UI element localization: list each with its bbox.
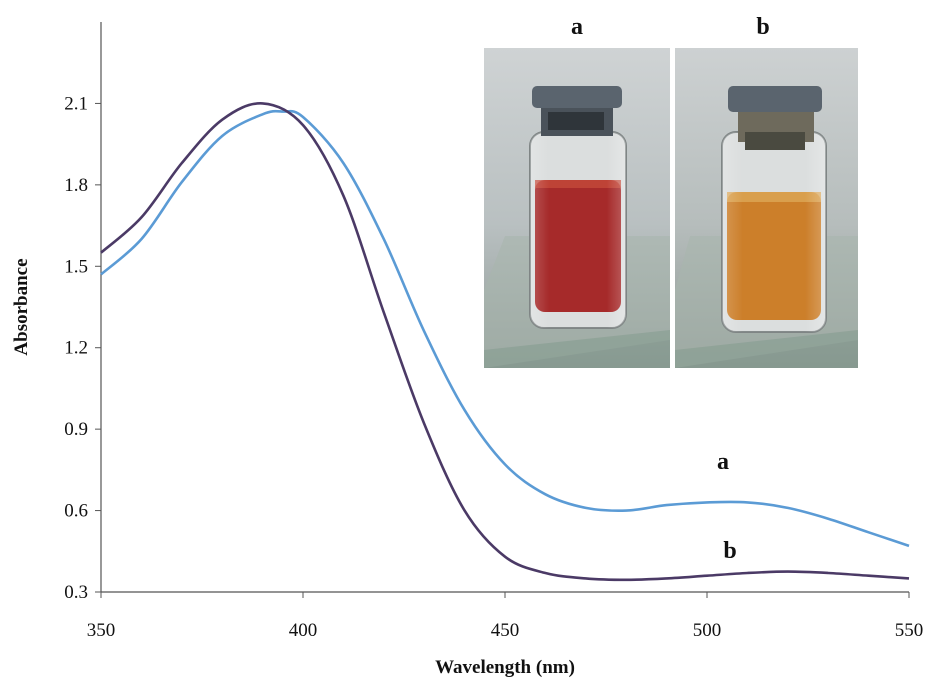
y-tick-label: 1.8 <box>64 175 88 196</box>
series-lines <box>100 102 910 582</box>
y-axis-title: Absorbance <box>11 258 32 355</box>
inset-vial-photos: a b <box>484 14 858 368</box>
y-ticks: 0.3 0.6 0.9 1.2 1.5 1.8 2.1 <box>64 93 101 603</box>
series-label-a: a <box>717 449 729 475</box>
vial-photo-a <box>484 48 670 368</box>
y-tick-label: 0.3 <box>64 582 88 603</box>
photo-label-a: a <box>571 14 583 40</box>
series-label-b: b <box>723 538 736 564</box>
y-tick-label: 1.2 <box>64 338 88 359</box>
y-tick-label: 2.1 <box>64 93 88 114</box>
x-ticks: 350 400 450 500 550 <box>87 592 924 641</box>
x-tick-label: 450 <box>491 620 520 641</box>
vial-photo-b <box>675 48 858 368</box>
x-tick-label: 550 <box>895 620 924 641</box>
x-tick-label: 500 <box>693 620 722 641</box>
y-tick-label: 1.5 <box>64 256 88 277</box>
x-tick-label: 400 <box>289 620 318 641</box>
photo-label-b: b <box>756 14 769 40</box>
y-tick-label: 0.6 <box>64 501 88 522</box>
x-axis-title: Wavelength (nm) <box>435 657 575 678</box>
series-line-b <box>100 102 910 582</box>
y-tick-label: 0.9 <box>64 419 88 440</box>
series-line-a <box>100 109 910 548</box>
x-tick-label: 350 <box>87 620 116 641</box>
